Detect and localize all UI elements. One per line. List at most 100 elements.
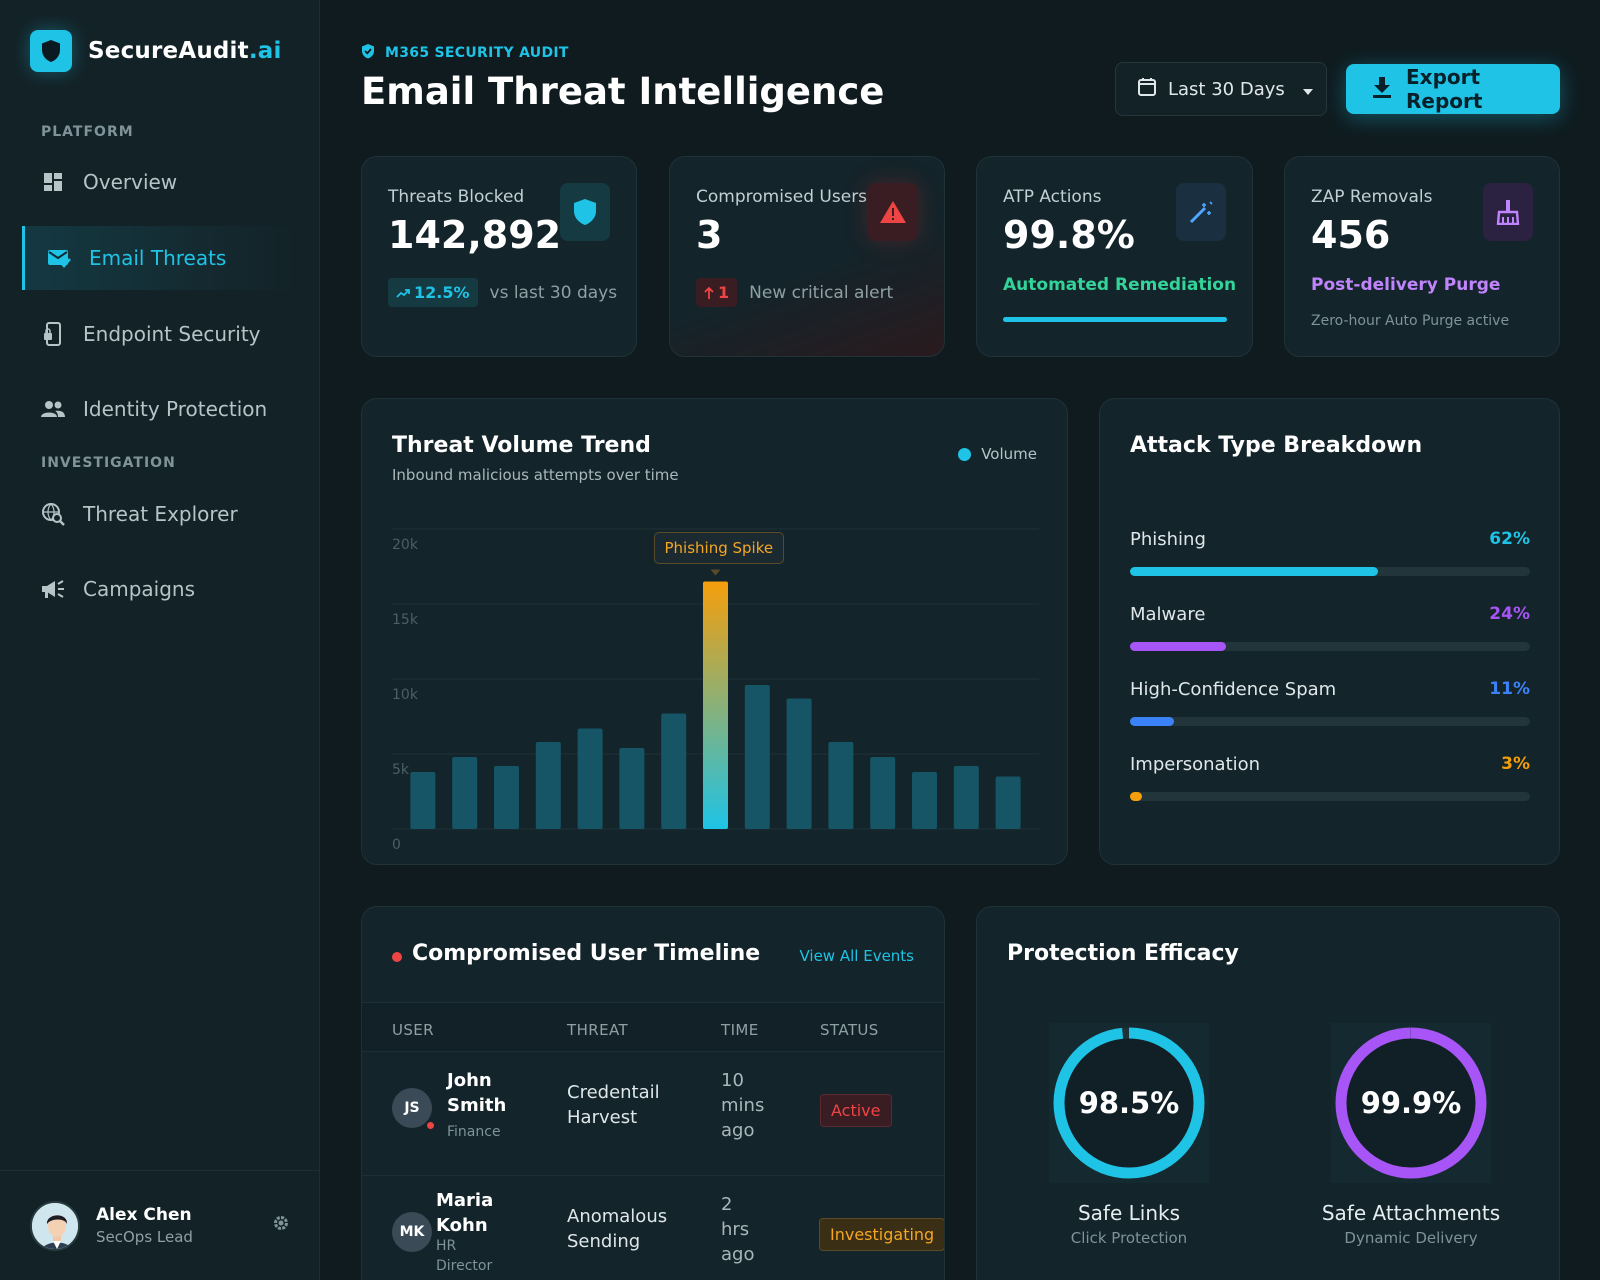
threat-type: Credentail Harvest <box>567 1082 660 1128</box>
view-all-events-link[interactable]: View All Events <box>799 947 914 965</box>
stat-label: Compromised Users <box>696 187 868 207</box>
live-dot-icon <box>392 952 402 962</box>
sidebar-item-label: Email Threats <box>89 246 227 270</box>
date-range-select[interactable]: Last 30 Days <box>1115 62 1327 116</box>
y-tick-label: 0 <box>392 837 401 853</box>
time-ago: 2 hrs ago <box>721 1194 755 1265</box>
bar <box>410 772 436 829</box>
efficacy-ring: 98.5% <box>1049 1023 1209 1183</box>
shield-icon <box>560 183 610 241</box>
user-name: Alex Chen <box>96 1205 192 1225</box>
nav-section-investigation: INVESTIGATION <box>41 455 176 471</box>
annotation-pointer <box>710 569 721 576</box>
efficacy-title: Protection Efficacy <box>1007 941 1239 966</box>
ring-value: 99.9% <box>1360 1086 1462 1120</box>
breakdown-track <box>1130 567 1530 576</box>
timeline-title: Compromised User Timeline <box>412 941 761 966</box>
ring-arc <box>1053 1027 1205 1179</box>
breakdown-track <box>1130 792 1530 801</box>
legend-dot <box>958 447 972 461</box>
breakdown-pct: 24% <box>1489 604 1530 624</box>
stat-value: 99.8% <box>1003 213 1135 257</box>
bar <box>744 685 770 829</box>
user-dept: HR Director <box>436 1238 493 1274</box>
ring-label: Safe Attachments <box>1321 1201 1501 1225</box>
bar <box>535 742 561 829</box>
stat-label: Threats Blocked <box>388 187 525 207</box>
breakdown-label: Impersonation <box>1130 754 1261 775</box>
page-title: Email Threat Intelligence <box>361 70 885 113</box>
sidebar-item-email-threats[interactable]: Email Threats <box>22 226 298 290</box>
magic-wand-icon <box>1176 183 1226 241</box>
breakdown-row: Phishing 62% <box>1130 529 1530 576</box>
stat-value: 142,892 <box>388 213 562 257</box>
ring-value: 98.5% <box>1078 1086 1180 1120</box>
stat-label: ATP Actions <box>1003 187 1102 207</box>
shield-check-icon <box>361 43 375 63</box>
avatar: MK <box>392 1212 432 1252</box>
broom-icon <box>1483 183 1533 241</box>
people-icon <box>41 397 65 421</box>
atp-progress-track <box>1003 317 1227 322</box>
shield-logo-icon <box>30 30 72 72</box>
sidebar-item-label: Endpoint Security <box>83 322 261 346</box>
sidebar-item-label: Overview <box>83 170 178 194</box>
megaphone-icon <box>41 577 65 601</box>
ring-arc <box>1335 1027 1487 1179</box>
export-report-button[interactable]: Export Report <box>1346 64 1560 114</box>
status-badge: Investigating <box>819 1218 944 1251</box>
sidebar-item-label: Threat Explorer <box>83 502 238 526</box>
sidebar-item-overview[interactable]: Overview <box>22 150 298 214</box>
bar <box>953 766 979 829</box>
zap-sub: Zero-hour Auto Purge active <box>1311 313 1510 329</box>
user-dept: Finance <box>447 1124 501 1140</box>
atp-progress-fill <box>1003 317 1227 322</box>
page-eyebrow: M365 SECURITY AUDIT <box>361 43 569 63</box>
ring-sub: Dynamic Delivery <box>1344 1229 1478 1247</box>
stat-value: 3 <box>696 213 723 257</box>
sidebar-item-threat-explorer[interactable]: Threat Explorer <box>22 482 298 546</box>
trending-up-icon <box>396 288 410 298</box>
table-row[interactable]: MK Maria Kohn HR Director Anomalous Sending… <box>362 1176 944 1280</box>
bar <box>912 772 937 829</box>
search-globe-icon <box>41 502 65 526</box>
trend-text: vs last 30 days <box>489 282 618 303</box>
breakdown-pct: 11% <box>1489 679 1530 699</box>
threat-type: Anomalous Sending <box>567 1206 668 1252</box>
bar <box>870 757 896 829</box>
dashboard-icon <box>41 170 65 194</box>
bar <box>494 766 519 829</box>
stat-card-zap-removals: ZAP Removals 456 Post-delivery Purge Zer… <box>1284 156 1560 357</box>
compromised-user-timeline-card: Compromised User Timeline View All Event… <box>361 906 945 1280</box>
breakdown-pct: 62% <box>1489 529 1530 549</box>
date-range-value: Last 30 Days <box>1168 78 1285 100</box>
stat-value: 456 <box>1311 213 1391 257</box>
threat-volume-trend-card: Threat Volume Trend Inbound malicious at… <box>361 398 1068 865</box>
sidebar-item-campaigns[interactable]: Campaigns <box>22 557 298 621</box>
avatar: JS <box>392 1088 432 1128</box>
gear-icon[interactable] <box>272 1214 290 1236</box>
sidebar-item-endpoint-security[interactable]: Endpoint Security <box>22 302 298 366</box>
attack-type-breakdown-card: Attack Type Breakdown Phishing 62% Malware… <box>1099 398 1560 865</box>
user-profile[interactable]: Alex Chen SecOps Lead <box>0 1170 320 1280</box>
breakdown-fill <box>1130 642 1226 651</box>
table-row[interactable]: JS John Smith Finance Credentail Harvest 1… <box>362 1052 944 1176</box>
sidebar-item-identity-protection[interactable]: Identity Protection <box>22 377 298 441</box>
breakdown-label: Malware <box>1130 604 1206 625</box>
stat-card-threats-blocked: Threats Blocked 142,892 12.5% vs last 30… <box>361 156 637 357</box>
y-tick-label: 15k <box>392 612 419 628</box>
y-tick-label: 10k <box>392 687 419 703</box>
sidebar-item-label: Campaigns <box>83 577 196 601</box>
breakdown-fill <box>1130 567 1378 576</box>
breakdown-row: Malware 24% <box>1130 604 1530 651</box>
avatar <box>30 1200 80 1251</box>
trend-subtitle: Inbound malicious attempts over time <box>392 466 679 484</box>
chart-legend: Volume <box>958 445 1037 463</box>
brand[interactable]: SecureAudit.ai <box>30 30 282 72</box>
col-user: USER <box>392 1021 435 1039</box>
y-tick-label: 5k <box>392 762 410 778</box>
stat-label: ZAP Removals <box>1311 187 1433 207</box>
mail-check-icon <box>47 246 71 270</box>
trend-title: Threat Volume Trend <box>392 433 651 458</box>
user-name: Maria Kohn <box>436 1190 494 1236</box>
